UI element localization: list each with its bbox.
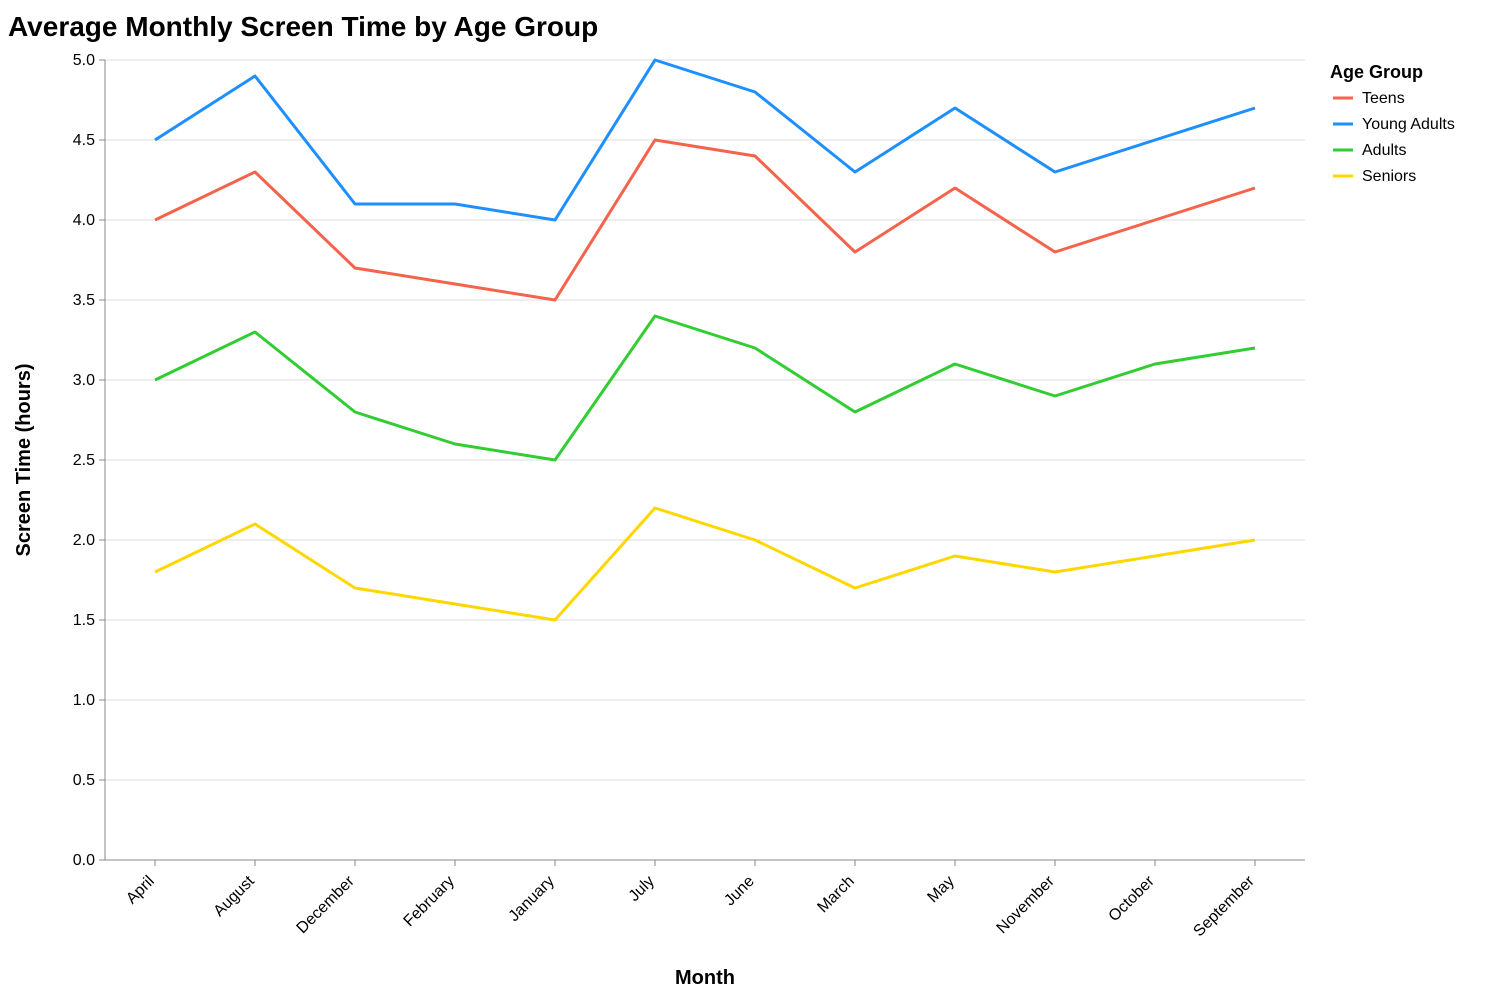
- x-tick-label: May: [924, 873, 957, 906]
- x-tick-label: April: [123, 873, 158, 908]
- x-axis-title: Month: [675, 967, 735, 989]
- legend-label: Adults: [1362, 142, 1406, 159]
- y-tick-label: 4.5: [73, 132, 95, 149]
- y-tick-label: 4.0: [73, 212, 95, 229]
- series-line-teens: [154, 138, 1256, 302]
- axes: 0.0 0.5 1.0 1.5 2.0 2.5 3.0 3.5 4.0 4.5 5.0 April Au…: [73, 52, 1305, 940]
- y-tick-label: 2.0: [73, 532, 95, 549]
- x-tick-label: December: [294, 872, 359, 937]
- x-tick-label: June: [721, 873, 758, 910]
- legend-label: Teens: [1362, 90, 1405, 107]
- x-tick-label: July: [626, 873, 658, 905]
- legend-label: Seniors: [1362, 168, 1416, 185]
- y-tick-label: 0.5: [73, 772, 95, 789]
- y-tick-label: 2.5: [73, 452, 95, 469]
- x-tick-label: October: [1106, 872, 1159, 925]
- legend-title: Age Group: [1330, 62, 1423, 82]
- series-lines: [154, 58, 1256, 622]
- legend-label: Young Adults: [1362, 116, 1455, 133]
- x-tick-label: September: [1190, 872, 1258, 940]
- series-line-adults: [154, 314, 1256, 462]
- y-tick-label: 1.5: [73, 612, 95, 629]
- x-tick-label: March: [814, 873, 857, 916]
- gridlines: [105, 59, 1305, 861]
- y-tick-label: 5.0: [73, 52, 95, 69]
- chart-title: Average Monthly Screen Time by Age Group: [8, 11, 598, 42]
- x-tick-label: November: [994, 872, 1059, 937]
- x-tick-label: August: [211, 872, 259, 920]
- y-tick-label: 3.0: [73, 372, 95, 389]
- y-axis-title: Screen Time (hours): [13, 363, 35, 556]
- series-line-seniors: [154, 506, 1256, 622]
- series-line-young-adults: [154, 58, 1256, 222]
- x-tick-label: February: [401, 873, 458, 930]
- y-tick-label: 3.5: [73, 292, 95, 309]
- legend: Age Group Teens Young Adults Adults Seniors: [1330, 62, 1455, 185]
- y-tick-label: 0.0: [73, 852, 95, 869]
- y-tick-label: 1.0: [73, 692, 95, 709]
- x-tick-label: January: [506, 873, 558, 925]
